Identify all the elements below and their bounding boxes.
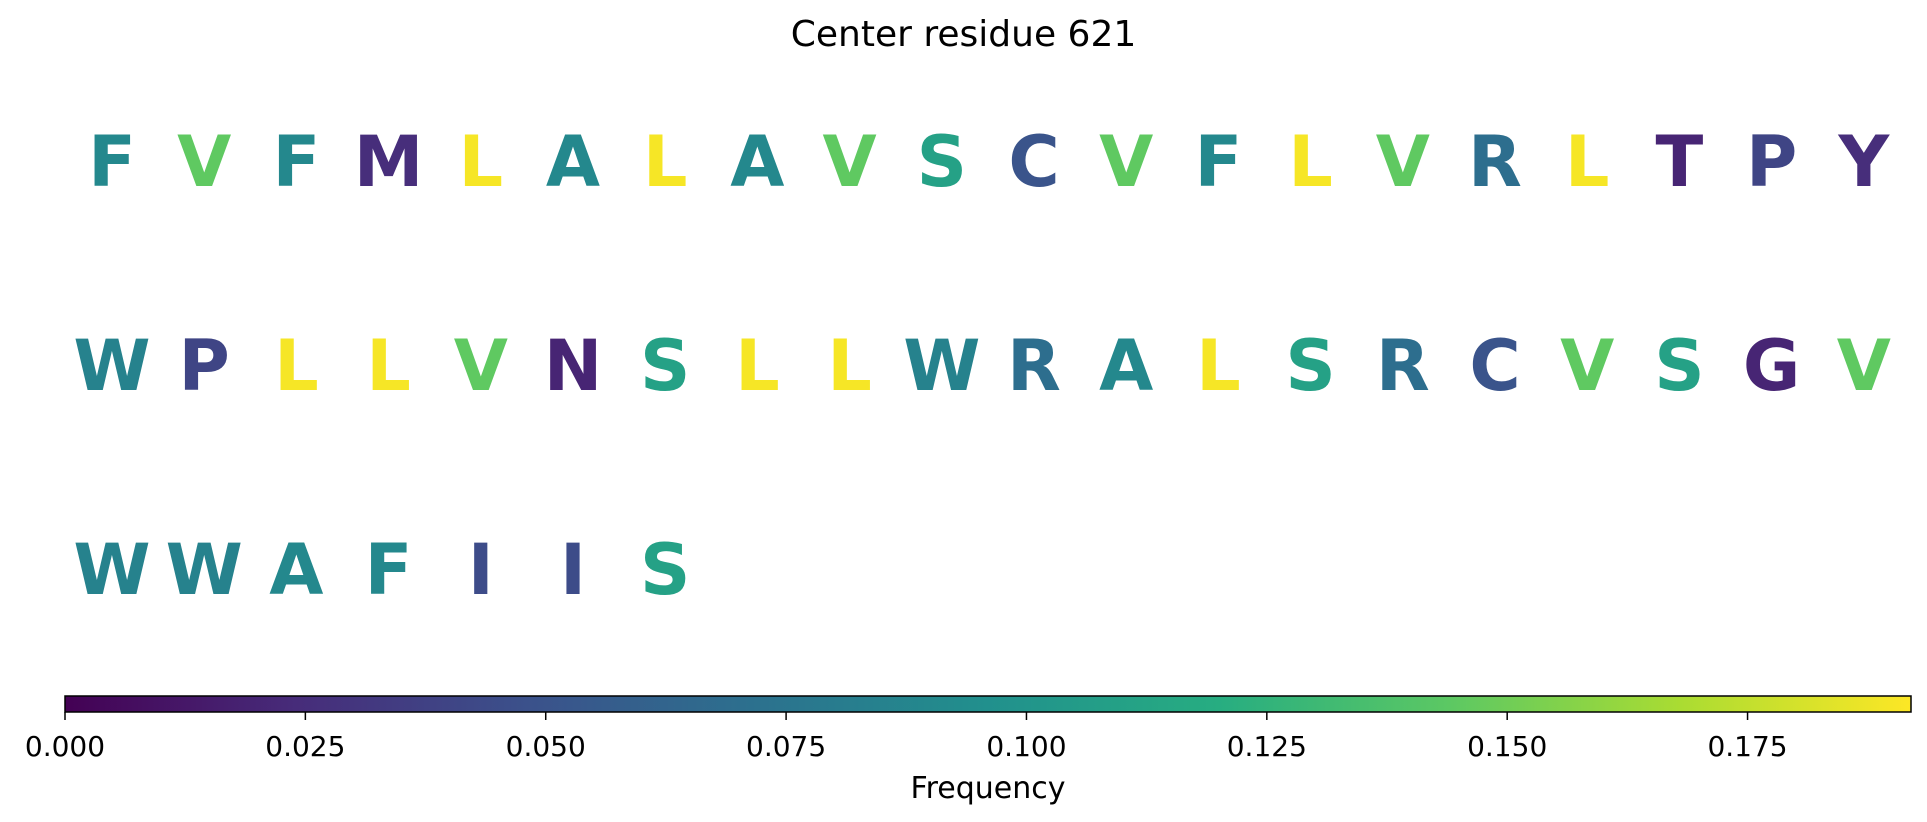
residue-letter: S xyxy=(640,325,690,407)
residue-letter: L xyxy=(274,325,319,407)
residue-letter: N xyxy=(544,325,603,407)
residue-letter: F xyxy=(1194,121,1242,203)
residue-grid: F V F M L A L A V S C V F L V R L T P YW P L L V N S L L W R A L S R C V S G V… xyxy=(73,121,1891,611)
colorbar-tick-label: 0.075 xyxy=(746,730,826,763)
residue-letter: A xyxy=(269,529,323,611)
colorbar-tick-label: 0.050 xyxy=(506,730,586,763)
colorbar xyxy=(64,695,1912,713)
residue-letter: W xyxy=(73,529,150,611)
residue-letter: W xyxy=(903,325,980,407)
residue-letter: V xyxy=(1837,325,1891,407)
residue-letter: L xyxy=(735,325,780,407)
residue-letter: S xyxy=(640,529,690,611)
residue-letter: L xyxy=(1288,121,1333,203)
residue-letter: P xyxy=(1746,121,1797,203)
residue-letter: L xyxy=(458,121,503,203)
residue-letter: C xyxy=(1469,325,1520,407)
colorbar-tick-label: 0.100 xyxy=(986,730,1066,763)
residue-letter: Y xyxy=(1837,121,1890,203)
residue-letter: F xyxy=(88,121,136,203)
residue-letter: V xyxy=(454,325,508,407)
colorbar-tick-label: 0.150 xyxy=(1467,730,1547,763)
residue-letter: P xyxy=(179,325,230,407)
residue-letter: W xyxy=(73,325,150,407)
residue-letter: G xyxy=(1743,325,1800,407)
colorbar-tick-label: 0.025 xyxy=(265,730,345,763)
colorbar-label: Frequency xyxy=(911,771,1066,806)
residue-letter: C xyxy=(1008,121,1059,203)
colorbar-ticks: 0.000 0.025 0.050 0.075 0.100 0.125 0.150 0.175 xyxy=(25,712,1788,763)
residue-letter: A xyxy=(730,121,784,203)
residue-letter: V xyxy=(1376,121,1430,203)
residue-letter: R xyxy=(1007,325,1061,407)
residue-letter: V xyxy=(177,121,231,203)
colorbar-tick-label: 0.000 xyxy=(25,730,105,763)
residue-letter: V xyxy=(1099,121,1153,203)
residue-letter: A xyxy=(1099,325,1153,407)
residue-letter: V xyxy=(823,121,877,203)
residue-letter: L xyxy=(827,325,872,407)
residue-letter: S xyxy=(917,121,967,203)
residue-letter: S xyxy=(1654,325,1704,407)
residue-letter: L xyxy=(366,325,411,407)
residue-letter: L xyxy=(1565,121,1610,203)
colorbar-tick-label: 0.175 xyxy=(1707,730,1787,763)
residue-letter: M xyxy=(354,121,424,203)
residue-letter: S xyxy=(1285,325,1335,407)
residue-letter: L xyxy=(1196,325,1241,407)
residue-letter: W xyxy=(166,529,243,611)
residue-letter: A xyxy=(546,121,600,203)
residue-letter: T xyxy=(1656,121,1704,203)
residue-letter: R xyxy=(1376,325,1430,407)
chart-title: Center residue 621 xyxy=(790,14,1137,55)
colorbar-tick-label: 0.125 xyxy=(1227,730,1307,763)
residue-letter: R xyxy=(1468,121,1522,203)
residue-letter: V xyxy=(1560,325,1614,407)
residue-letter: F xyxy=(365,529,413,611)
residue-letter: F xyxy=(272,121,320,203)
residue-letter: I xyxy=(468,529,494,611)
residue-letter: I xyxy=(560,529,586,611)
residue-letter: L xyxy=(643,121,688,203)
